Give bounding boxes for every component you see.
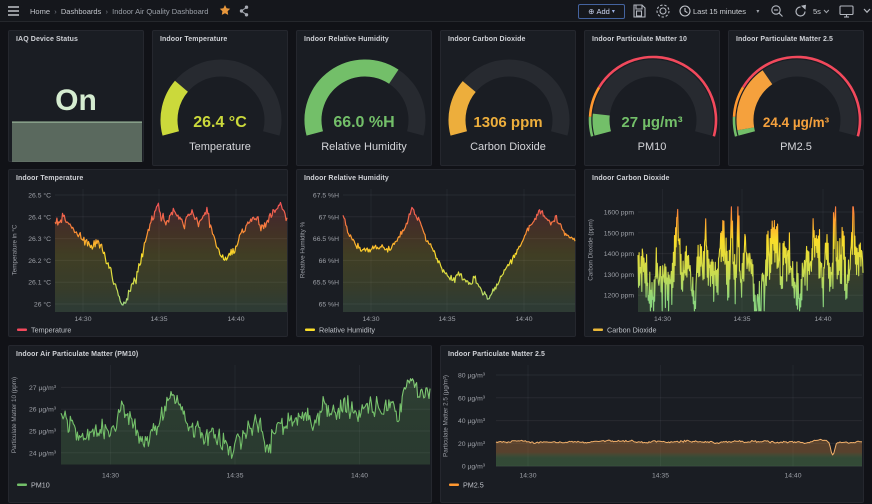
svg-text:Particulate Matter 10 (ppm): Particulate Matter 10 (ppm): [11, 377, 18, 453]
svg-text:65.5 %H: 65.5 %H: [313, 280, 339, 287]
svg-text:14:35: 14:35: [733, 316, 750, 323]
svg-text:26.3 °C: 26.3 °C: [28, 235, 51, 243]
svg-text:26.1 °C: 26.1 °C: [28, 279, 51, 287]
svg-text:Temperature: Temperature: [31, 326, 71, 335]
svg-text:65 %H: 65 %H: [319, 302, 339, 309]
svg-text:67.5 %H: 67.5 %H: [313, 193, 339, 200]
svg-text:14:35: 14:35: [226, 473, 243, 480]
svg-text:14:40: 14:40: [227, 316, 244, 323]
svg-text:Carbon Dioxide: Carbon Dioxide: [607, 326, 657, 335]
svg-text:26.2 °C: 26.2 °C: [28, 257, 51, 265]
svg-text:26 µg/m³: 26 µg/m³: [29, 407, 57, 414]
svg-text:14:30: 14:30: [362, 316, 379, 323]
svg-text:Relative Humidity: Relative Humidity: [319, 326, 375, 335]
svg-text:24 µg/m³: 24 µg/m³: [29, 450, 57, 457]
svg-text:5s: 5s: [813, 7, 821, 16]
svg-text:60 µg/m³: 60 µg/m³: [458, 395, 486, 402]
svg-text:Relative Humidity %: Relative Humidity %: [300, 221, 307, 278]
svg-text:40 µg/m³: 40 µg/m³: [458, 418, 486, 425]
svg-text:Temperature in °C: Temperature in °C: [11, 224, 19, 275]
svg-text:26 °C: 26 °C: [34, 301, 51, 309]
svg-text:25 µg/m³: 25 µg/m³: [29, 429, 57, 436]
svg-text:26.5 °C: 26.5 °C: [28, 192, 51, 200]
svg-text:Particulate Matter 2.5 (µg/m³): Particulate Matter 2.5 (µg/m³): [443, 375, 450, 457]
svg-text:80 µg/m³: 80 µg/m³: [458, 373, 486, 380]
svg-text:14:40: 14:40: [814, 316, 831, 323]
svg-text:0 µg/m³: 0 µg/m³: [462, 464, 486, 471]
svg-text:67 %H: 67 %H: [319, 214, 339, 221]
svg-text:14:35: 14:35: [438, 316, 455, 323]
svg-text:1500 ppm: 1500 ppm: [604, 230, 635, 237]
svg-text:20 µg/m³: 20 µg/m³: [458, 441, 486, 448]
svg-text:PM2.5: PM2.5: [463, 481, 484, 490]
svg-text:14:30: 14:30: [654, 316, 671, 323]
svg-text:27 µg/m³: 27 µg/m³: [29, 385, 57, 392]
svg-text:14:30: 14:30: [519, 473, 536, 480]
svg-text:1600 ppm: 1600 ppm: [604, 210, 635, 217]
svg-text:1200 ppm: 1200 ppm: [604, 293, 635, 300]
svg-text:1400 ppm: 1400 ppm: [604, 251, 635, 258]
svg-text:PM10: PM10: [31, 481, 50, 490]
svg-text:14:35: 14:35: [652, 473, 669, 480]
svg-text:14:40: 14:40: [351, 473, 368, 480]
svg-text:14:30: 14:30: [102, 473, 119, 480]
svg-text:1300 ppm: 1300 ppm: [604, 272, 635, 279]
svg-text:14:40: 14:40: [515, 316, 532, 323]
svg-text:14:30: 14:30: [74, 316, 91, 323]
svg-text:Carbon Dioxide (ppm): Carbon Dioxide (ppm): [588, 219, 595, 281]
svg-text:14:40: 14:40: [784, 473, 801, 480]
svg-text:14:35: 14:35: [150, 316, 167, 323]
svg-text:66 %H: 66 %H: [319, 258, 339, 265]
svg-text:66.5 %H: 66.5 %H: [313, 236, 339, 243]
svg-text:26.4 °C: 26.4 °C: [28, 213, 51, 221]
